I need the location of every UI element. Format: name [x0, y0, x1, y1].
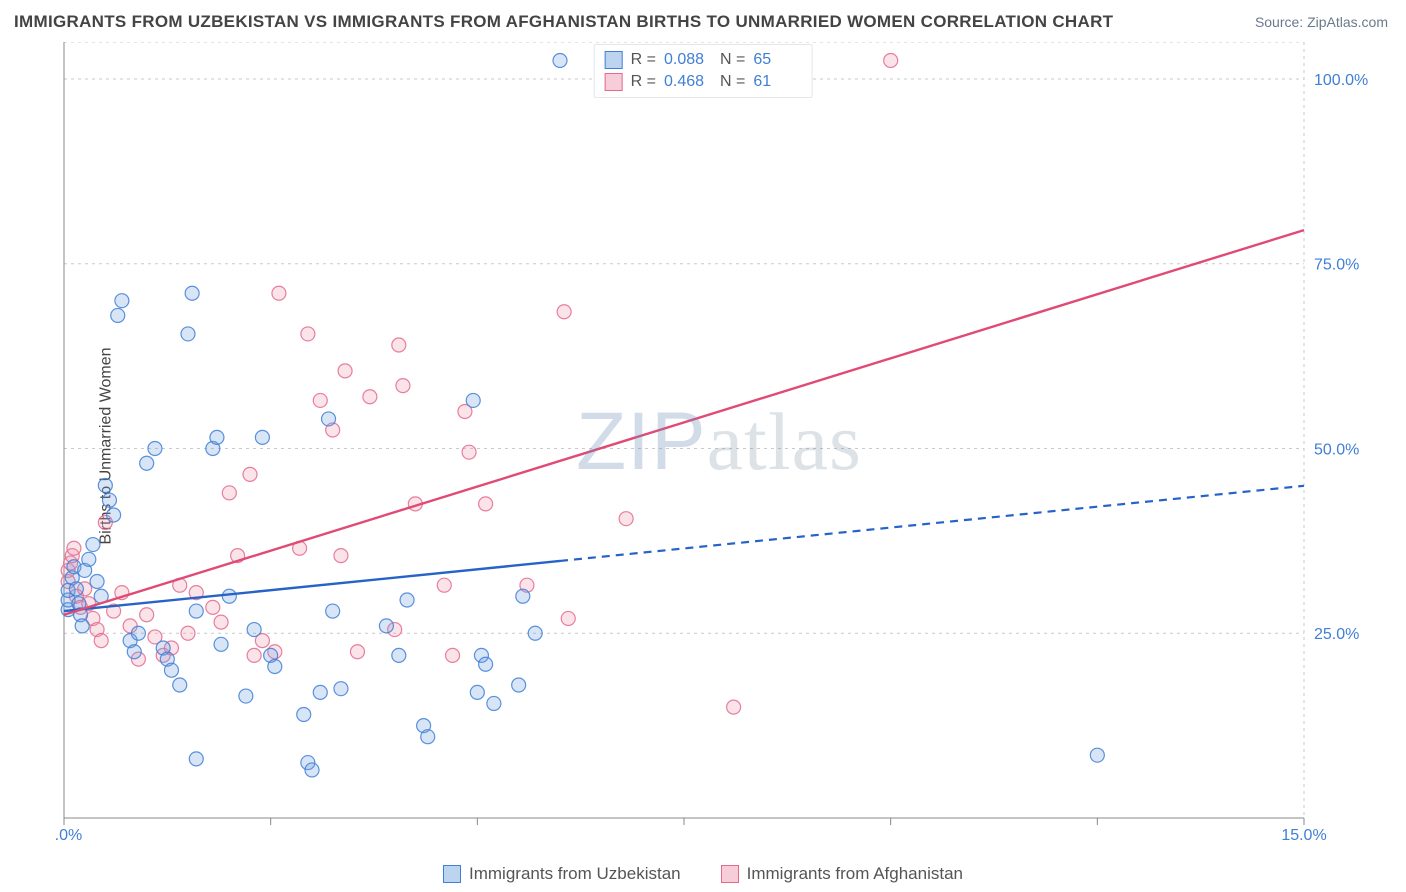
legend-row-afghanistan: R = 0.468 N = 61	[605, 71, 802, 93]
svg-text:75.0%: 75.0%	[1314, 257, 1359, 274]
svg-text:0.0%: 0.0%	[54, 827, 82, 842]
r-label: R =	[631, 49, 656, 71]
svg-text:15.0%: 15.0%	[1281, 827, 1326, 842]
legend-swatch-uzbekistan	[443, 865, 461, 883]
n-label: N =	[720, 49, 745, 71]
legend-item-afghanistan: Immigrants from Afghanistan	[721, 864, 963, 884]
r-value-afghanistan: 0.468	[664, 71, 712, 93]
svg-text:100.0%: 100.0%	[1314, 72, 1368, 89]
legend-item-uzbekistan: Immigrants from Uzbekistan	[443, 864, 681, 884]
legend-swatch-uzbekistan	[605, 51, 623, 69]
header: IMMIGRANTS FROM UZBEKISTAN VS IMMIGRANTS…	[0, 0, 1406, 36]
legend-swatch-afghanistan	[721, 865, 739, 883]
n-value-uzbekistan: 65	[753, 49, 801, 71]
n-label: N =	[720, 71, 745, 93]
n-value-afghanistan: 61	[753, 71, 801, 93]
svg-text:50.0%: 50.0%	[1314, 441, 1359, 458]
correlation-legend: R = 0.088 N = 65 R = 0.468 N = 61	[594, 44, 813, 98]
legend-label-afghanistan: Immigrants from Afghanistan	[747, 864, 963, 884]
series-legend: Immigrants from Uzbekistan Immigrants fr…	[0, 864, 1406, 884]
legend-row-uzbekistan: R = 0.088 N = 65	[605, 49, 802, 71]
r-label: R =	[631, 71, 656, 93]
r-value-uzbekistan: 0.088	[664, 49, 712, 71]
chart-title: IMMIGRANTS FROM UZBEKISTAN VS IMMIGRANTS…	[14, 12, 1113, 32]
scatter-plot: 25.0%50.0%75.0%100.0%0.0%15.0% ZIPatlas	[54, 42, 1384, 842]
svg-text:25.0%: 25.0%	[1314, 626, 1359, 643]
source-attribution: Source: ZipAtlas.com	[1255, 14, 1388, 30]
legend-label-uzbekistan: Immigrants from Uzbekistan	[469, 864, 681, 884]
legend-swatch-afghanistan	[605, 73, 623, 91]
plot-svg: 25.0% 50.0% 75.0% 100.0% 0.0% 15.0%	[54, 42, 1384, 842]
